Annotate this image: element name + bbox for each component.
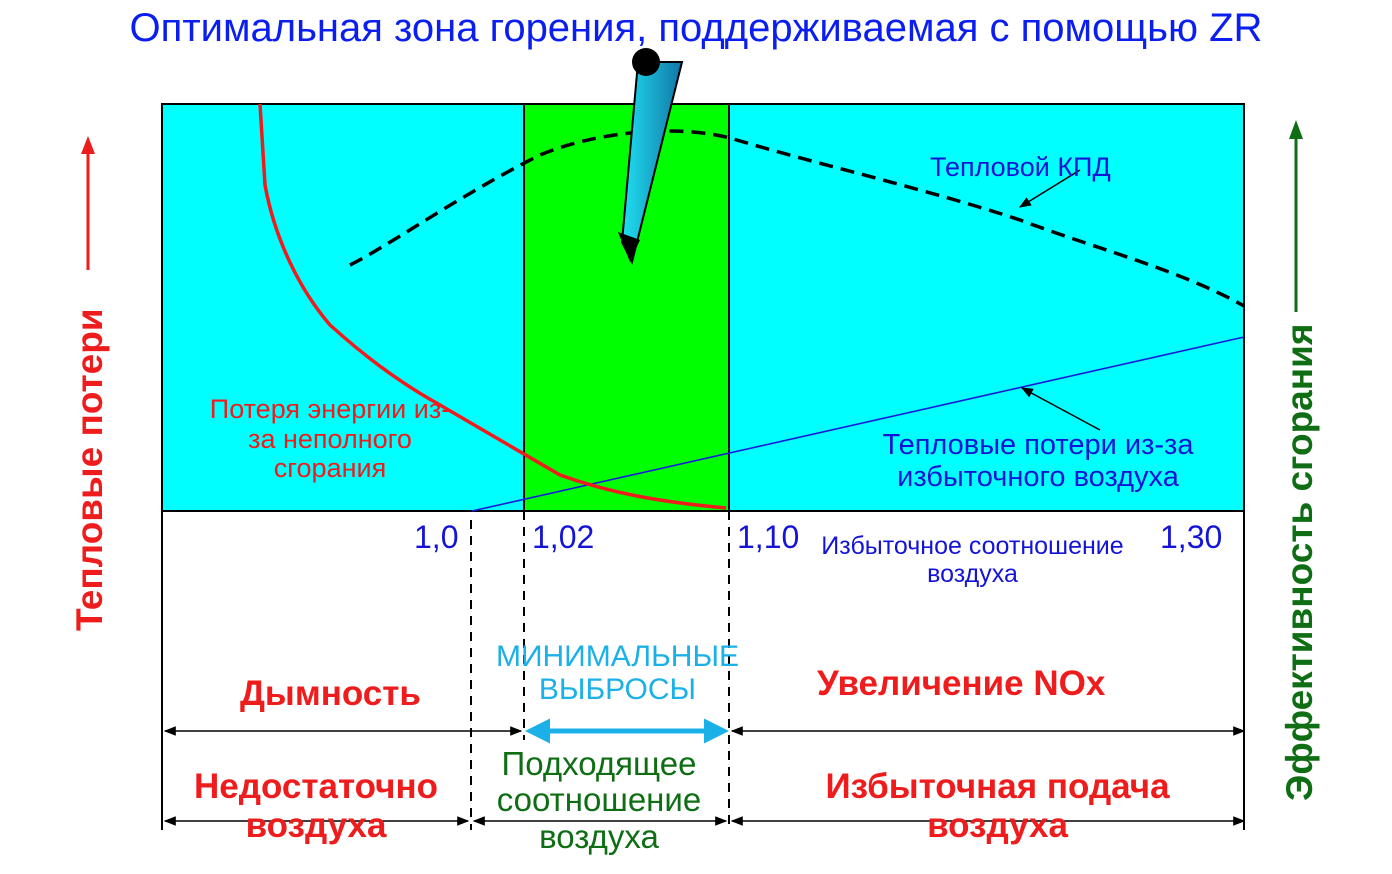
left-axis-arrow xyxy=(81,136,95,270)
right-axis-arrow xyxy=(1289,120,1303,312)
efficiency-curve xyxy=(349,129,1245,308)
pointer-arrow-icon xyxy=(618,48,684,265)
excess-air-loss-label: Тепловые потери из-за избыточного воздух… xyxy=(882,429,1194,493)
x-axis-label: Избыточное соотношение воздуха xyxy=(821,532,1124,588)
tick-1-0: 1,0 xyxy=(414,519,459,555)
efficiency-label: Тепловой КПД xyxy=(930,152,1111,182)
min-emissions-label: МИНИМАЛЬНЫЕ ВЫБРОСЫ xyxy=(495,640,740,706)
incomplete-loss-label: Потеря энергии из-за неполного сгорания xyxy=(209,394,451,484)
excess-air-label-arrow xyxy=(1020,387,1101,431)
tick-1-02: 1,02 xyxy=(532,519,595,555)
optimal-zone-green xyxy=(523,103,730,512)
suitable-ratio-label: Подходящее соотношение воздуха xyxy=(496,745,702,855)
smoke-zone-label: Дымность xyxy=(240,674,421,713)
nox-zone-label: Увеличение NOx xyxy=(817,664,1106,703)
efficiency-label-arrow xyxy=(1018,169,1081,208)
diagram-title: Оптимальная зона горения, поддерживаемая… xyxy=(129,6,1263,50)
excess-air-label: Избыточная подача воздуха xyxy=(825,767,1170,845)
right-axis-label: Эффективность сгорания xyxy=(1279,323,1320,801)
tick-1-10: 1,10 xyxy=(737,519,800,555)
incomplete-loss-curve xyxy=(258,103,727,510)
insufficient-air-label: Недостаточно воздуха xyxy=(194,767,438,845)
left-axis-label: Тепловые потери xyxy=(69,308,110,631)
excess-air-loss-line xyxy=(471,336,1245,512)
tick-1-30: 1,30 xyxy=(1160,519,1223,555)
